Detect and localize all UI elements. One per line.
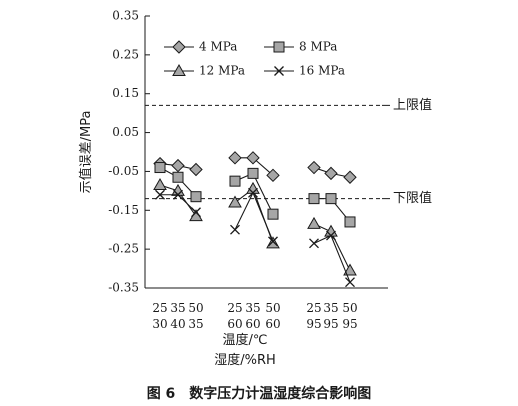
- data-point: [307, 160, 321, 175]
- legend-label: 12 MPa: [199, 64, 245, 78]
- axes: [144, 16, 388, 289]
- data-point: [230, 224, 240, 235]
- y-tick-label: 0.35: [112, 9, 139, 23]
- series-16-mpa: [155, 187, 355, 288]
- figure-caption: 图 6 数字压力计温湿度综合影响图: [147, 385, 372, 402]
- reference-line-label: 上限值: [393, 97, 432, 113]
- x-tick-label-humidity: 60: [265, 317, 280, 331]
- x-tick-label-temperature: 25: [152, 301, 167, 315]
- data-point: [173, 189, 183, 200]
- data-point: [155, 189, 165, 200]
- x-tick-label-temperature: 50: [188, 301, 203, 315]
- legend-item: 16 MPa: [264, 64, 345, 78]
- data-point: [190, 191, 202, 203]
- data-point: [307, 216, 321, 229]
- data-point: [266, 168, 280, 183]
- y-tick-label: -0.05: [108, 164, 139, 178]
- data-point: [228, 151, 242, 165]
- data-point: [325, 193, 337, 205]
- legend-marker: [273, 41, 285, 53]
- data-point: [248, 187, 258, 198]
- x-tick-label-humidity: 95: [323, 317, 338, 331]
- legend-marker: [274, 66, 284, 76]
- x-axis-label-humidity: 湿度/%RH: [214, 352, 276, 368]
- data-point: [246, 151, 260, 165]
- x-tick-label-temperature: 50: [265, 301, 280, 315]
- x-tick-label-temperature: 35: [245, 301, 260, 315]
- data-point: [266, 236, 280, 249]
- x-tick-label-temperature: 35: [323, 301, 338, 315]
- legend-marker: [172, 40, 186, 54]
- data-point: [343, 170, 357, 184]
- data-point: [344, 216, 356, 228]
- series-line: [234, 191, 274, 242]
- x-tick-label-temperature: 25: [227, 301, 242, 315]
- x-tick-label-humidity: 95: [306, 317, 321, 331]
- legend-item: 8 MPa: [264, 40, 337, 54]
- data-point: [229, 175, 241, 187]
- data-point: [267, 208, 279, 220]
- legend-item: 4 MPa: [164, 40, 237, 54]
- data-point: [324, 166, 338, 181]
- x-tick-label-humidity: 40: [170, 317, 185, 331]
- x-tick-label-humidity: 60: [245, 317, 260, 331]
- legend: 4 MPa 8 MPa 12 MPa 16 MPa: [164, 40, 345, 78]
- data-point: [191, 207, 201, 218]
- plot-area: [153, 151, 357, 288]
- x-tick-label-humidity: 95: [342, 317, 357, 331]
- x-tick-label-temperature: 35: [170, 301, 185, 315]
- series-line: [234, 188, 274, 244]
- legend-item: 12 MPa: [164, 64, 245, 78]
- data-point: [189, 162, 203, 177]
- y-tick-label: 0.15: [112, 86, 139, 100]
- data-point: [345, 277, 355, 288]
- x-axis-label-temperature: 温度/℃: [223, 332, 268, 348]
- data-point: [309, 238, 319, 249]
- data-point: [154, 162, 166, 174]
- y-tick-label: 0.05: [112, 125, 139, 139]
- data-point: [308, 193, 320, 205]
- x-tick-label-humidity: 35: [188, 317, 203, 331]
- data-point: [172, 171, 184, 183]
- legend-label: 4 MPa: [199, 40, 237, 54]
- y-ticks: 0.35 0.25 0.15 0.05 -0.05 -0.15 -0.25 -0.35: [108, 9, 150, 295]
- reference-line-label: 下限值: [393, 190, 432, 206]
- data-point: [171, 158, 185, 173]
- data-point: [228, 195, 242, 208]
- data-point: [343, 263, 357, 276]
- legend-label: 8 MPa: [299, 40, 337, 54]
- y-axis-label: 示值误差/MPa: [78, 111, 94, 194]
- legend-label: 16 MPa: [299, 64, 345, 78]
- legend-marker: [172, 63, 186, 76]
- x-tick-label-humidity: 30: [152, 317, 167, 331]
- y-tick-label: 0.25: [112, 47, 139, 61]
- y-tick-label: -0.25: [108, 242, 139, 256]
- y-tick-label: -0.15: [108, 203, 139, 217]
- y-tick-label: -0.35: [108, 281, 139, 295]
- x-tick-label-temperature: 50: [342, 301, 357, 315]
- series-8-mpa: [154, 162, 356, 228]
- data-point: [268, 236, 278, 247]
- x-tick-label-temperature: 25: [306, 301, 321, 315]
- data-point: [153, 178, 167, 191]
- data-point: [247, 167, 259, 179]
- x-tick-label-humidity: 60: [227, 317, 242, 331]
- data-point: [326, 230, 336, 241]
